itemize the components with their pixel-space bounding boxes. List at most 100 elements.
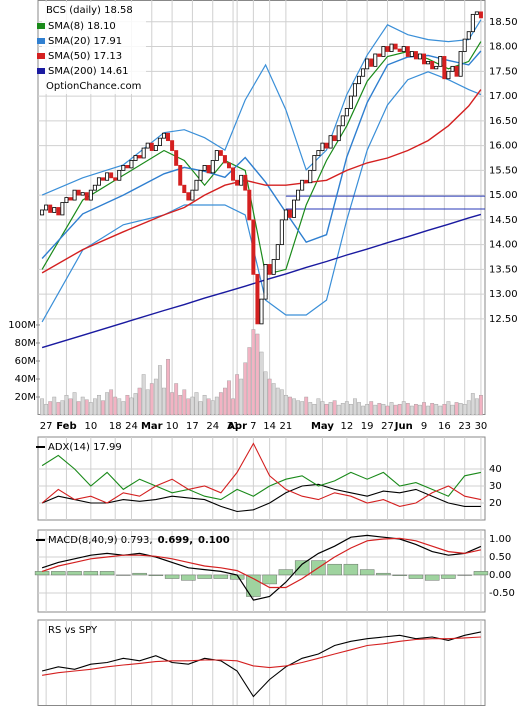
x-tick-label: 24 <box>125 421 138 432</box>
histogram-bar <box>83 571 99 576</box>
volume-bar <box>162 387 166 416</box>
histogram-bar <box>67 571 82 576</box>
candle <box>365 58 370 70</box>
candle <box>417 53 422 60</box>
histogram-bar <box>376 572 391 576</box>
candle <box>137 155 142 159</box>
volume-bar <box>247 347 252 416</box>
y-tick-label: 40M <box>15 374 36 385</box>
histogram-bar <box>99 571 115 576</box>
x-tick-label: Mar <box>141 421 163 432</box>
volume-bar <box>141 374 146 416</box>
volume-bar <box>283 394 288 416</box>
histogram-bar <box>262 574 277 585</box>
candle <box>300 179 305 191</box>
candle <box>308 169 313 184</box>
volume-bar <box>409 405 414 416</box>
candle <box>255 273 260 325</box>
volume-bar <box>316 398 321 416</box>
volume-bar <box>92 398 97 416</box>
y-tick-label: -0.50 <box>489 588 515 599</box>
candle <box>141 147 146 159</box>
chart-title: BCS (daily) 18.58 <box>46 5 133 16</box>
y-tick-label: 1.00 <box>489 534 511 545</box>
y-tick-label: 14.50 <box>489 215 518 226</box>
x-tick-label: 9 <box>421 421 427 432</box>
volume-bar <box>434 403 439 416</box>
y-tick-label: 17.00 <box>489 91 518 102</box>
volume-bar <box>227 380 231 416</box>
volume-bar <box>218 392 223 416</box>
candle <box>178 165 183 186</box>
y-tick-label: 15.50 <box>489 165 518 176</box>
candle <box>239 174 244 186</box>
candle <box>226 162 231 169</box>
candle <box>283 209 288 221</box>
candle <box>109 172 114 179</box>
candle <box>133 155 138 161</box>
legend-label: SMA(20) 17.91 <box>48 36 122 47</box>
candle <box>44 204 49 211</box>
volume-bar <box>308 402 313 416</box>
candle <box>101 177 106 181</box>
y-tick-label: 0.50 <box>489 552 511 563</box>
volume-bar <box>267 378 272 416</box>
volume-bar <box>300 401 305 416</box>
candle <box>271 259 276 275</box>
x-tick-label: 12 <box>340 421 353 432</box>
y-tick-label: 100M <box>8 320 36 331</box>
y-tick-label: 16.00 <box>489 141 518 152</box>
volume-bar <box>422 402 426 416</box>
volume-bar <box>129 397 134 416</box>
candle <box>267 264 272 275</box>
x-tick-label: 31 <box>227 421 240 432</box>
volume-bar <box>361 405 365 416</box>
volume-bar <box>158 365 162 416</box>
volume-bar <box>320 401 325 416</box>
candle <box>56 207 61 216</box>
histogram-bar <box>408 574 424 579</box>
candle <box>64 197 69 203</box>
candle <box>153 145 158 151</box>
candle <box>405 46 410 57</box>
volume-bar <box>369 401 374 416</box>
volume-bar <box>296 400 300 416</box>
candle <box>190 189 195 201</box>
volume-bar <box>153 378 158 416</box>
candle <box>332 135 337 142</box>
candle <box>324 142 329 149</box>
volume-bar <box>174 383 179 416</box>
candle <box>76 189 81 196</box>
volume-bar <box>101 400 105 416</box>
volume-bar <box>182 389 187 416</box>
x-tick-label: 23 <box>458 421 471 432</box>
sma-line <box>41 213 482 349</box>
candle <box>413 51 418 60</box>
volume-bar <box>259 351 264 416</box>
volume-bar <box>84 399 89 416</box>
volume-bar <box>458 403 463 416</box>
candle <box>174 150 179 166</box>
volume-bar <box>414 403 418 416</box>
histogram-bar <box>197 574 212 579</box>
candle <box>287 209 292 218</box>
histogram-bar <box>51 571 66 576</box>
volume-bar <box>76 401 81 416</box>
x-tick-label: 14 <box>263 421 276 432</box>
volume-bar <box>198 401 203 416</box>
candle <box>474 11 479 15</box>
volume-bar <box>251 329 256 416</box>
x-tick-label: Apr <box>227 421 247 432</box>
candle <box>462 38 467 52</box>
volume-bar <box>479 394 483 416</box>
volume-bar <box>381 403 386 416</box>
candle <box>166 132 171 142</box>
volume-bar <box>312 403 317 416</box>
histogram-bar <box>148 574 164 576</box>
y-tick-label: 18.00 <box>489 42 518 53</box>
candle <box>275 244 280 260</box>
candle <box>72 189 77 201</box>
volume-bar <box>450 404 455 416</box>
volume-bar <box>48 401 53 416</box>
volume-bar <box>426 405 431 416</box>
